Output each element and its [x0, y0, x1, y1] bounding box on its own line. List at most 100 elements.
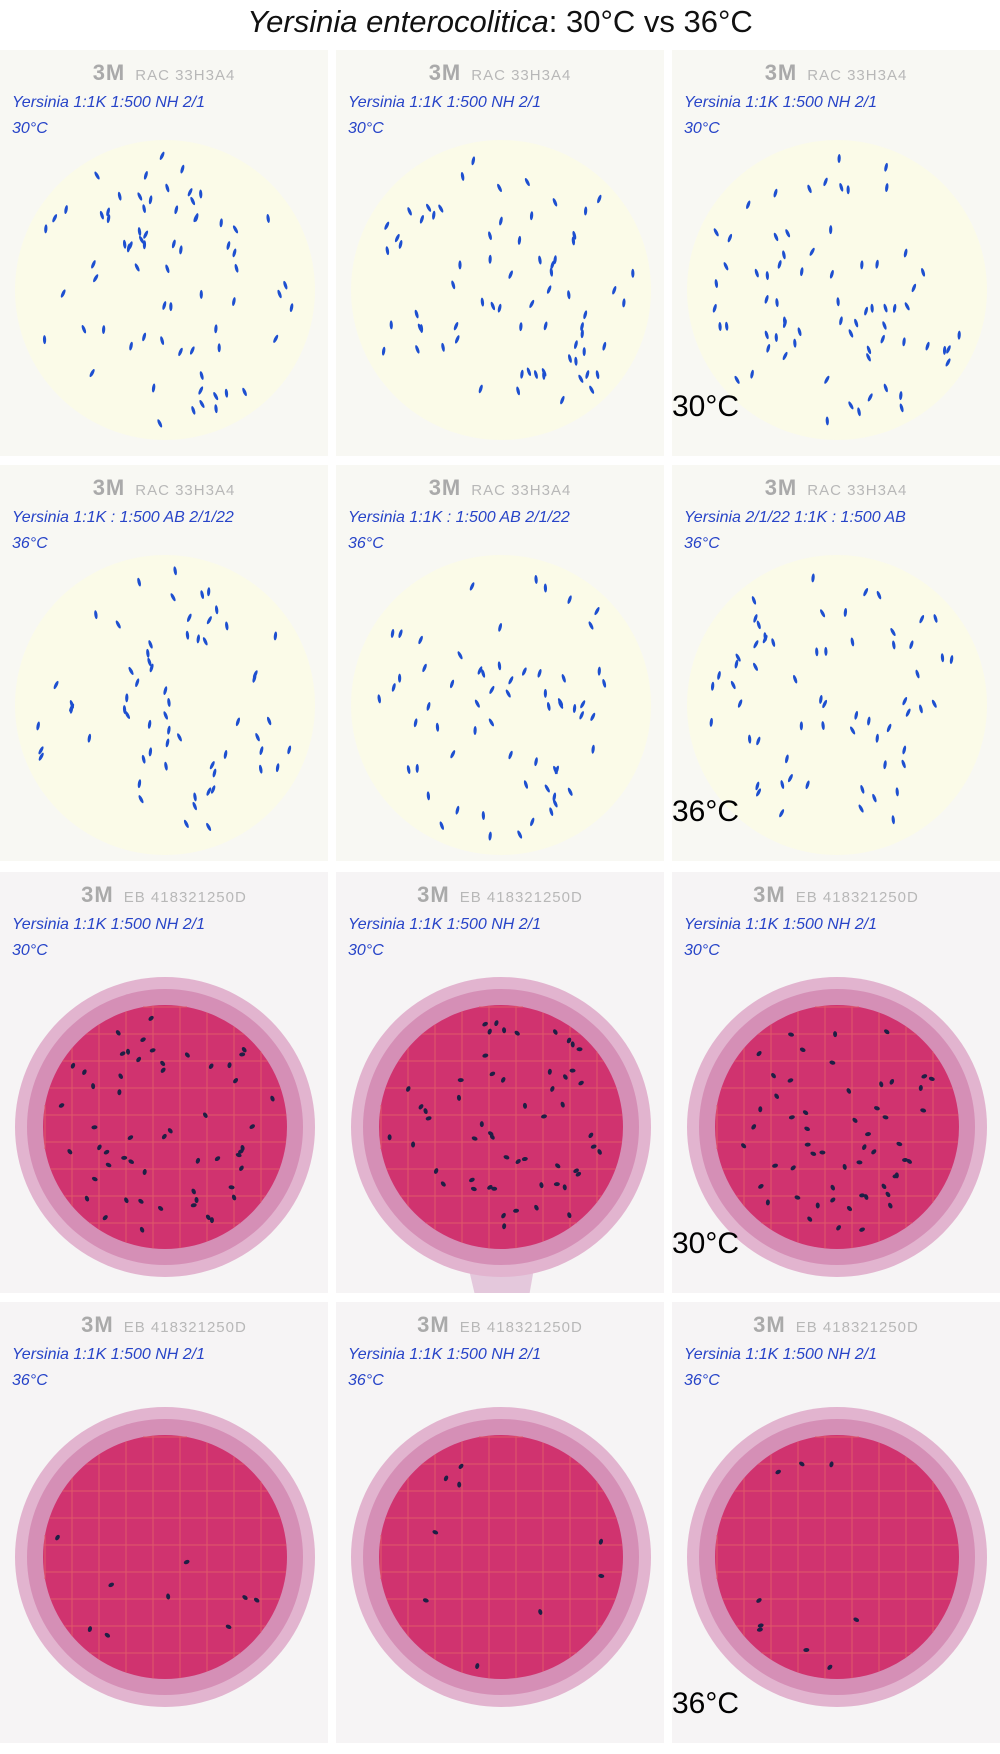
colony — [931, 699, 937, 708]
colony — [142, 1169, 147, 1175]
colony — [233, 1078, 239, 1084]
colony — [64, 205, 68, 215]
colony — [872, 793, 877, 803]
colony — [93, 274, 99, 283]
colony — [567, 595, 572, 604]
colony — [819, 694, 823, 704]
colony — [91, 260, 96, 269]
colony — [129, 341, 133, 351]
colony — [407, 207, 412, 216]
colony — [287, 745, 292, 755]
colony — [235, 1152, 242, 1158]
colony — [803, 1647, 810, 1652]
colony — [909, 640, 914, 650]
colony — [394, 233, 400, 243]
colony — [763, 632, 767, 642]
handwritten-note: Yersinia 2/1/22 1:1K : 1:500 AB — [684, 509, 906, 526]
colony — [171, 239, 176, 249]
row-temperature-label: 36°C — [672, 795, 740, 828]
colony — [547, 1068, 552, 1075]
plate-row: 3M EB 418321250D Yersinia 1:1K 1:500 NH 2/… — [0, 872, 1000, 1297]
colony — [553, 255, 557, 265]
colony — [884, 1029, 890, 1035]
colony — [165, 264, 170, 274]
colony — [60, 289, 66, 298]
colony — [852, 1117, 858, 1123]
colony — [839, 316, 843, 326]
colony — [899, 391, 903, 401]
colony — [137, 577, 141, 587]
handwritten-note: Yersinia 1:1K 1:500 NH 2/1 — [348, 916, 542, 933]
colony — [139, 1226, 145, 1233]
colony — [595, 370, 600, 380]
colony — [846, 1206, 853, 1212]
colony — [875, 259, 879, 269]
colony — [183, 1559, 190, 1565]
colony — [829, 225, 833, 235]
colony — [918, 1084, 923, 1091]
title: Yersinia enterocolitica: 30°C vs 36°C — [0, 4, 1000, 40]
colony — [567, 1212, 572, 1219]
colony — [520, 369, 524, 379]
colony — [888, 1202, 893, 1209]
colony — [566, 1037, 572, 1044]
colony — [87, 733, 92, 743]
colony — [756, 1051, 762, 1057]
colony — [455, 805, 460, 815]
colony — [151, 383, 156, 393]
row-temperature-label: 30°C — [672, 1227, 740, 1260]
colony — [799, 1047, 806, 1052]
colony — [809, 247, 815, 256]
handwritten-note: Yersinia 1:1K 1:500 NH 2/1 — [684, 916, 878, 933]
colony — [899, 403, 904, 413]
colony — [223, 750, 228, 759]
colony — [858, 804, 864, 813]
colony — [555, 1163, 561, 1169]
plate-header: 3M EB 418321250D — [672, 882, 1000, 908]
colony — [138, 235, 145, 244]
colony — [543, 321, 548, 331]
colony — [563, 1074, 568, 1080]
handwritten-note: Yersinia 1:1K 1:500 NH 2/1 — [12, 916, 206, 933]
colony — [865, 1132, 871, 1137]
colony — [137, 192, 143, 201]
colony — [815, 1202, 820, 1209]
colony — [892, 640, 896, 650]
colony — [202, 1112, 208, 1118]
colony — [488, 254, 492, 264]
colony — [866, 353, 871, 362]
colony — [135, 678, 140, 687]
colony — [473, 726, 477, 736]
colony — [758, 1184, 764, 1189]
colony — [883, 760, 887, 770]
colony — [165, 738, 170, 748]
colony — [454, 335, 460, 344]
colony — [219, 218, 223, 228]
colony — [126, 1048, 131, 1055]
colony — [433, 1168, 439, 1174]
brand: 3M — [417, 1312, 450, 1337]
colony — [475, 1663, 480, 1670]
brand: 3M — [753, 1312, 786, 1337]
colony — [846, 1088, 852, 1094]
handwritten-note: 30°C — [12, 942, 48, 959]
colony — [517, 830, 523, 839]
colony — [193, 792, 197, 802]
colony — [482, 1053, 489, 1058]
colony — [579, 711, 584, 720]
colony — [238, 1149, 244, 1154]
colony — [765, 271, 769, 281]
colony — [885, 183, 889, 193]
colony — [730, 680, 736, 690]
colony — [53, 680, 59, 690]
row-temperature-label: 30°C — [672, 390, 740, 423]
colony — [870, 303, 874, 313]
colony — [793, 338, 797, 348]
colony — [232, 297, 236, 306]
growth-area — [351, 140, 651, 440]
colony — [387, 1134, 392, 1141]
lot-code: RAC 33H3A4 — [135, 482, 236, 499]
colony — [413, 718, 418, 728]
colony — [102, 325, 106, 335]
colony — [863, 587, 869, 597]
